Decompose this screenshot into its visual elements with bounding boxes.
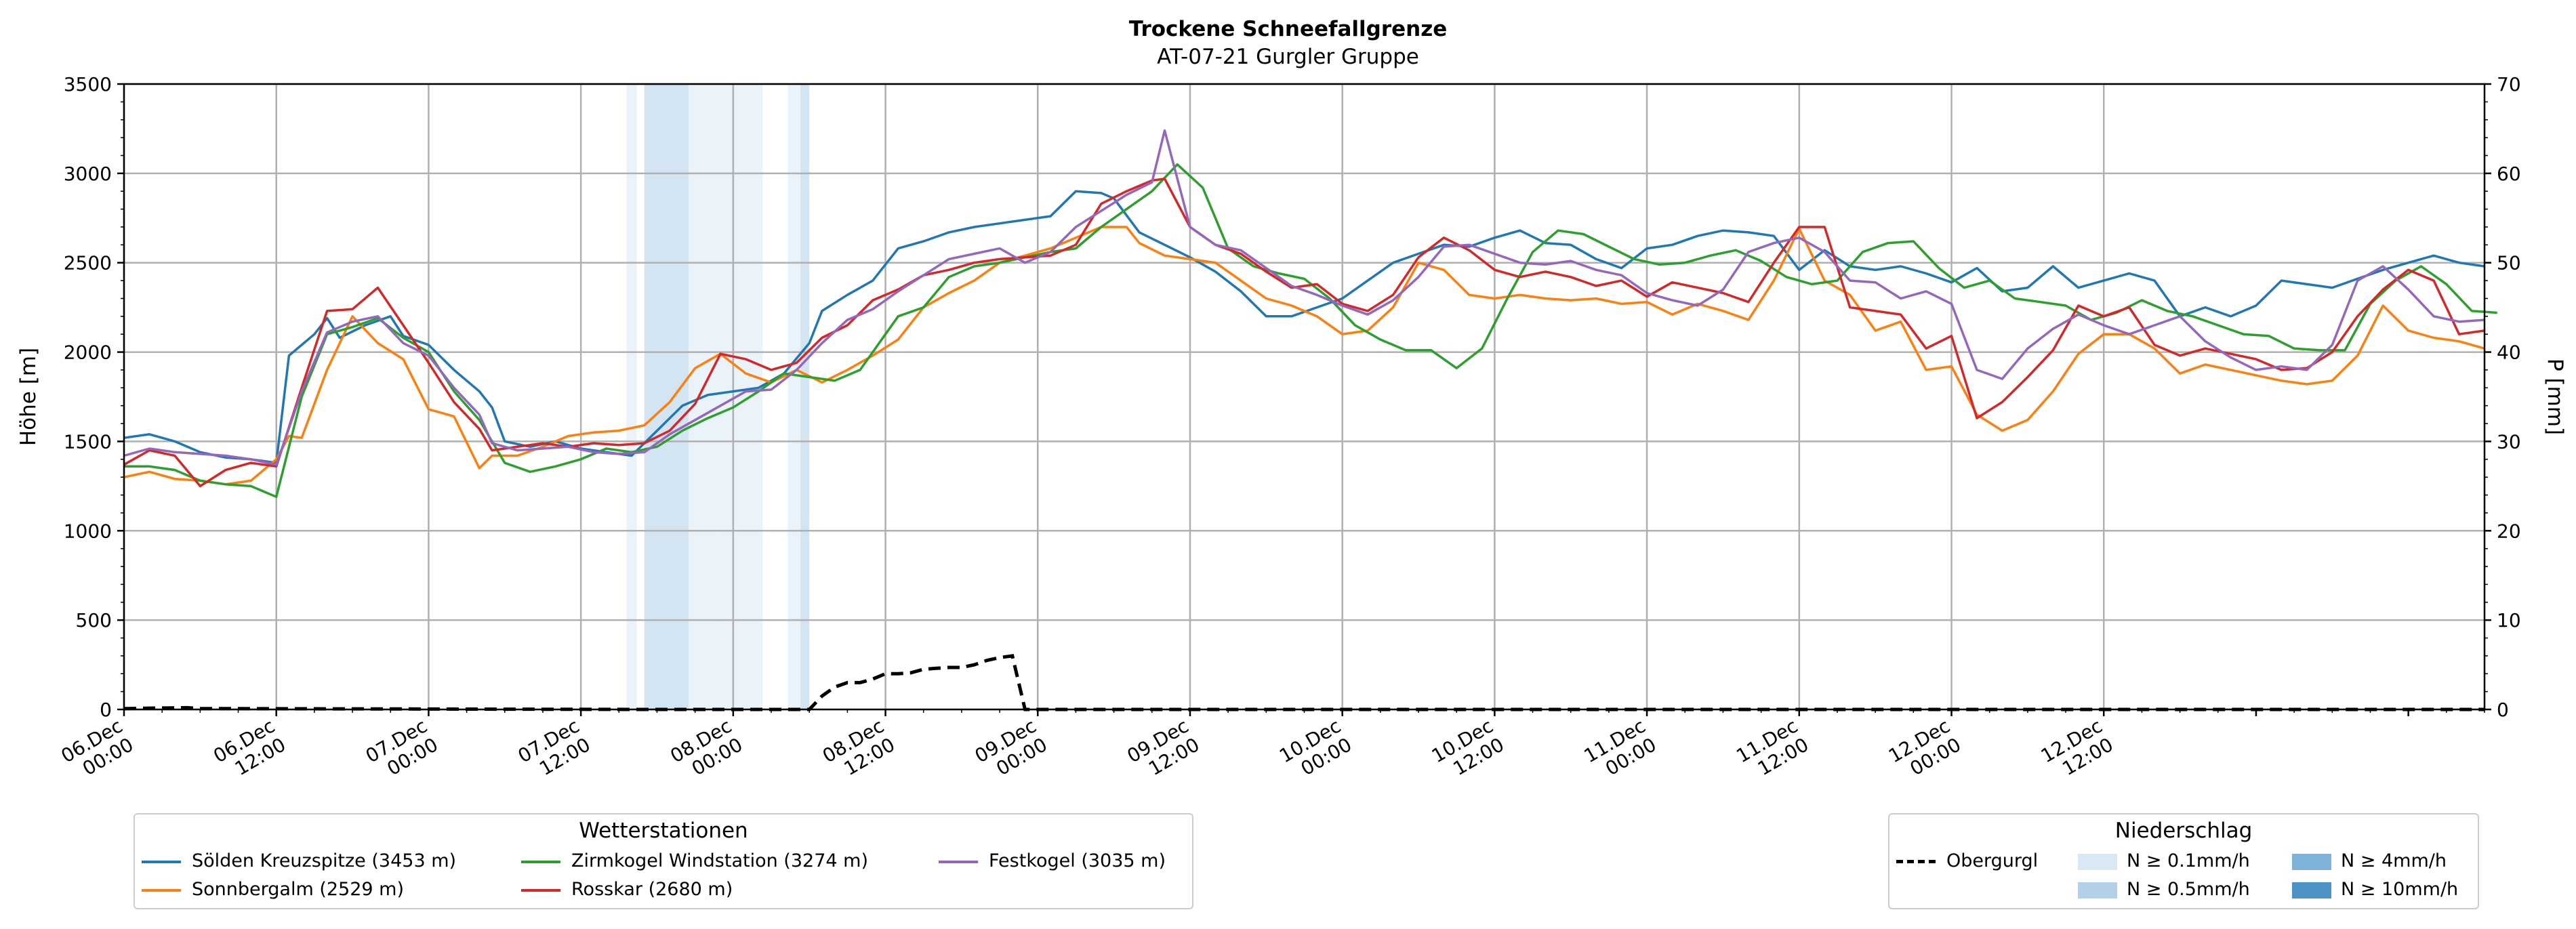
legend-item-festkogel: Festkogel (3035 m)	[939, 851, 1166, 871]
legend-item-zirmkogel: Zirmkogel Windstation (3274 m)	[521, 851, 868, 871]
precip-legend-title: Niederschlag	[2114, 819, 2253, 843]
legend-swatch-box	[2292, 882, 2331, 899]
precip-line-obergurgl	[123, 654, 2485, 711]
y2-tick-label: 30	[2497, 430, 2521, 453]
legend-item-precip-4: N ≥ 4mm/h	[2292, 851, 2447, 871]
legend-item-sonnbergalm: Sonnbergalm (2529 m)	[142, 880, 404, 900]
legend-swatch-dashed	[1896, 860, 1936, 863]
precip-band	[800, 84, 810, 709]
y2-tick-label: 70	[2497, 73, 2521, 96]
legend-swatch	[142, 888, 181, 892]
precip-band	[644, 84, 689, 709]
legend-swatch	[939, 860, 978, 863]
legend-item-precip-05: N ≥ 0.5mm/h	[2078, 880, 2250, 900]
legend-swatch	[142, 860, 181, 863]
y-tick-label: 3500	[64, 73, 112, 96]
chart-subtitle: AT-07-21 Gurgler Gruppe	[1157, 45, 1419, 69]
y2-tick-label: 50	[2497, 252, 2521, 274]
legend-item-obergurgl: Obergurgl	[1896, 851, 2038, 871]
legend-item-soelden: Sölden Kreuzspitze (3453 m)	[142, 851, 456, 871]
y2-tick-label: 10	[2497, 609, 2521, 632]
y-tick-label: 1500	[64, 430, 112, 453]
precip-band	[626, 84, 637, 709]
y-tick-label: 500	[76, 609, 112, 632]
y-tick-label: 0	[100, 699, 112, 721]
y-tick-label: 1000	[64, 520, 112, 542]
precip-band	[718, 84, 762, 709]
series-line	[123, 178, 2485, 488]
legend-swatch	[521, 860, 560, 863]
stations-legend-title: Wetterstationen	[579, 819, 748, 843]
stations-legend: Wetterstationen Sölden Kreuzspitze (3453…	[134, 813, 1193, 909]
legend-swatch-box	[2078, 853, 2117, 870]
legend-swatch	[521, 888, 560, 892]
y-tick-label: 3000	[64, 163, 112, 185]
y-tick-label: 2500	[64, 252, 112, 274]
y-axis-label: Höhe [m]	[16, 348, 41, 446]
y-tick-label: 2000	[64, 342, 112, 364]
precip-legend: Niederschlag Obergurgl N ≥ 0.1mm/h N ≥ 0…	[1888, 813, 2479, 909]
legend-swatch-box	[2078, 882, 2117, 899]
chart-title: Trockene Schneefallgrenze	[1128, 17, 1448, 41]
precip-band	[788, 84, 801, 709]
plot-frame	[123, 83, 2486, 711]
series-line	[123, 129, 2485, 466]
y2-tick-label: 0	[2497, 699, 2509, 721]
legend-item-precip-01: N ≥ 0.1mm/h	[2078, 851, 2250, 871]
legend-swatch-box	[2292, 853, 2331, 870]
series-line	[124, 163, 2497, 498]
y2-tick-label: 20	[2497, 520, 2521, 542]
series-line	[123, 226, 2485, 486]
y2-tick-label: 40	[2497, 342, 2521, 364]
y2-tick-label: 60	[2497, 163, 2521, 185]
legend-item-rosskar: Rosskar (2680 m)	[521, 880, 733, 900]
series-line	[123, 190, 2485, 464]
y2-axis-label: P [mm]	[2543, 358, 2567, 435]
legend-item-precip-10: N ≥ 10mm/h	[2292, 880, 2458, 900]
